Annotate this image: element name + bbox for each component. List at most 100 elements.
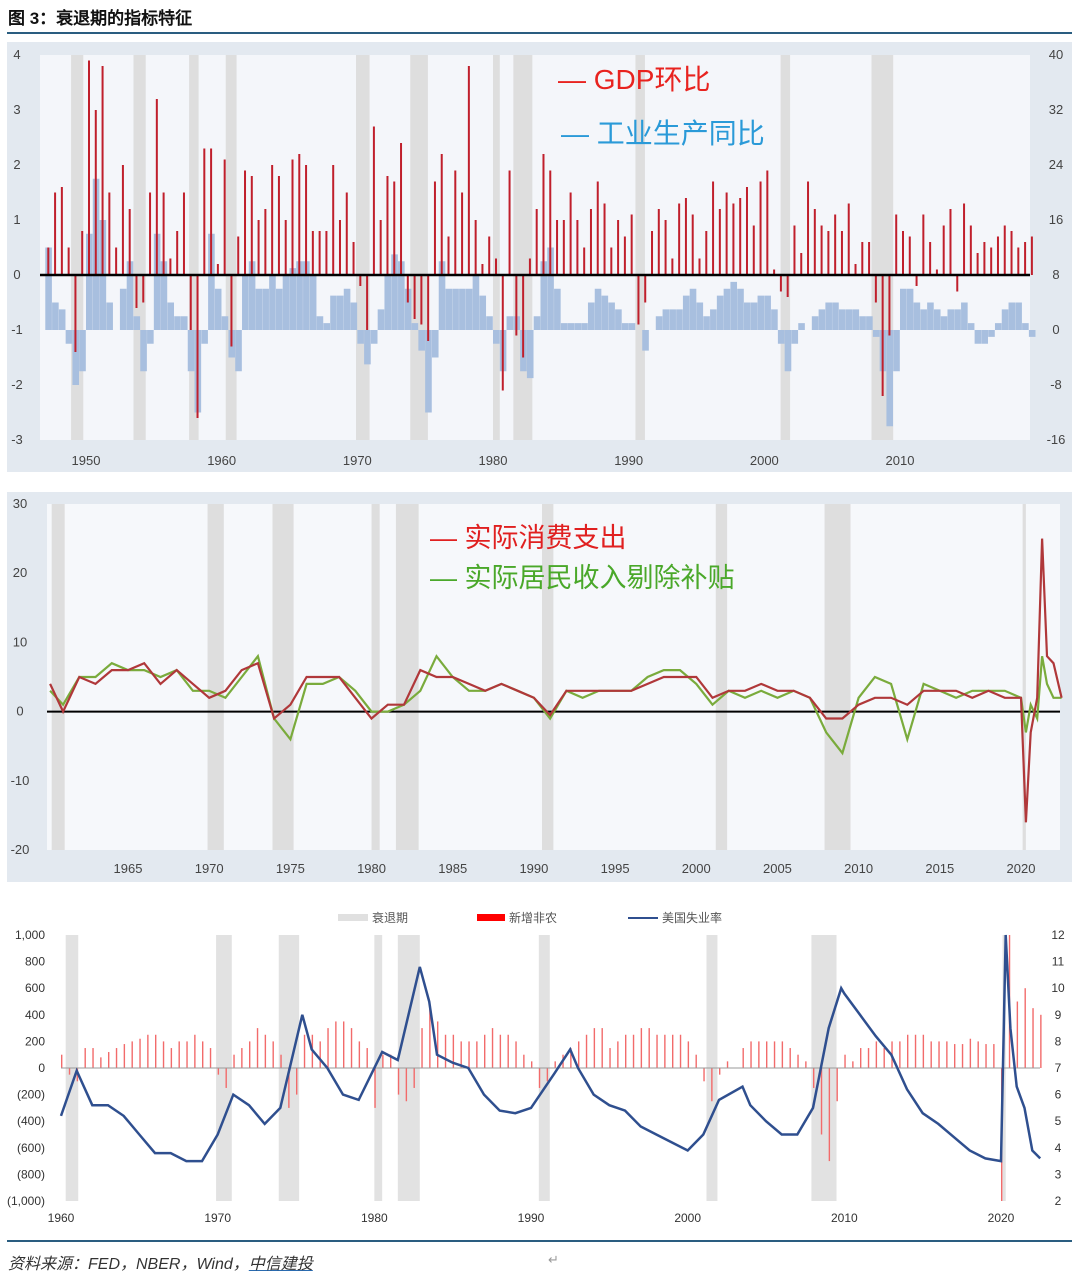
payroll-bar: [296, 1068, 298, 1095]
gdp-bar: [671, 258, 674, 275]
y-tick-right: 5: [1055, 1114, 1062, 1128]
ip-bar: [750, 302, 758, 330]
return-mark-icon: ↵: [548, 1252, 559, 1267]
payroll-bar: [899, 1041, 901, 1068]
gdp-bar: [630, 214, 633, 275]
ip-bar: [282, 275, 290, 330]
ip-bar: [411, 323, 419, 330]
x-tick: 1990: [518, 1211, 545, 1225]
payroll-bar: [844, 1054, 846, 1068]
payroll-bar: [656, 1034, 658, 1068]
ip-bar: [1008, 302, 1016, 330]
gdp-bar: [488, 236, 491, 275]
ip-bar: [859, 316, 866, 330]
recession-band: [272, 504, 294, 850]
ip-bar: [703, 316, 710, 330]
ip-bar: [967, 323, 975, 330]
payroll-bar: [883, 1048, 885, 1068]
payroll-bar: [1032, 1008, 1034, 1068]
recession-band: [513, 55, 533, 440]
gdp-bar: [366, 275, 369, 330]
ip-bar: [343, 288, 351, 330]
gdp-bar: [182, 192, 185, 275]
payroll-bar: [256, 1028, 259, 1068]
payroll-bar: [546, 1068, 549, 1082]
ip-bar: [336, 295, 344, 330]
payroll-bar: [491, 1028, 494, 1068]
payroll-bar: [578, 1041, 580, 1068]
payroll-bar: [601, 1028, 603, 1068]
gdp-bar: [949, 209, 952, 275]
payroll-bar: [585, 1034, 588, 1068]
ip-bar: [771, 309, 778, 330]
gdp-bar: [311, 231, 314, 275]
source-link[interactable]: 中信建投: [248, 1256, 313, 1271]
payroll-bar: [343, 1021, 345, 1068]
ip-bar: [398, 261, 405, 330]
gdp-bar: [481, 264, 484, 275]
y-tick-right: 16: [1049, 212, 1063, 227]
unemployment-line: [59, 934, 1042, 1163]
gdp-bar: [393, 181, 396, 275]
ip-bar: [425, 330, 432, 413]
recession-band: [51, 504, 65, 850]
x-tick: 1960: [207, 453, 236, 468]
gdp-bar: [739, 198, 742, 275]
ip-bar: [594, 288, 602, 330]
y-tick-right: -16: [1047, 432, 1066, 447]
ip-bar: [106, 302, 113, 330]
payroll-bar: [374, 1068, 376, 1108]
ip-bar: [838, 309, 846, 330]
ip-bar: [642, 330, 649, 351]
payroll-bar: [225, 1068, 227, 1088]
ip-bar: [1015, 302, 1022, 330]
recession-band: [715, 504, 728, 850]
gdp-bar: [617, 220, 620, 275]
payroll-bar: [805, 1061, 807, 1068]
recession-band: [355, 55, 370, 440]
x-tick: 2020: [1007, 861, 1036, 876]
payroll-bar: [687, 1041, 690, 1068]
payroll-bar: [852, 1061, 854, 1068]
payroll-bar: [327, 1028, 329, 1068]
legend-label: 衰退期: [372, 911, 409, 925]
payroll-bar: [460, 1041, 462, 1068]
gdp-bar: [596, 181, 599, 275]
ip-bar: [72, 330, 80, 385]
gdp-bar: [745, 187, 748, 275]
gdp-bar: [813, 209, 816, 275]
source-note: 资料来源：FED，NBER，Wind，中信建投: [8, 1250, 313, 1271]
payroll-bar: [366, 1048, 368, 1068]
payroll-bar: [202, 1041, 204, 1068]
ip-bar: [472, 275, 480, 330]
gdp-bar: [915, 275, 918, 286]
gdp-bar: [305, 165, 308, 275]
y-tick-left: 1: [13, 212, 20, 227]
ip-bar: [1028, 330, 1036, 337]
y-tick-left: -2: [11, 377, 23, 392]
gdp-bar: [922, 214, 925, 275]
y-tick-right: -8: [1050, 377, 1062, 392]
gdp-bar: [786, 275, 789, 297]
y-tick-left: 0: [38, 1061, 45, 1075]
figure-title: 图 3：衰退期的指标特征: [8, 9, 193, 28]
y-tick-right: 12: [1051, 928, 1065, 942]
y-tick-right: 40: [1049, 47, 1063, 62]
payroll-bar: [437, 1021, 439, 1068]
ip-bar: [255, 288, 263, 330]
payroll-bar: [272, 1041, 274, 1068]
gdp-bar: [610, 247, 613, 275]
payroll-bar: [719, 1068, 721, 1075]
gdp-bar: [345, 192, 348, 275]
ip-bar: [153, 233, 161, 330]
ip-bar: [696, 302, 704, 330]
gdp-bar: [400, 143, 403, 275]
gdp-bar: [929, 242, 932, 275]
gdp-bar: [237, 236, 240, 275]
ip-bar: [994, 323, 1002, 330]
gdp-bar: [94, 110, 97, 275]
payroll-bar: [123, 1044, 126, 1068]
gdp-bar: [549, 170, 552, 275]
gdp-bar: [467, 66, 470, 275]
